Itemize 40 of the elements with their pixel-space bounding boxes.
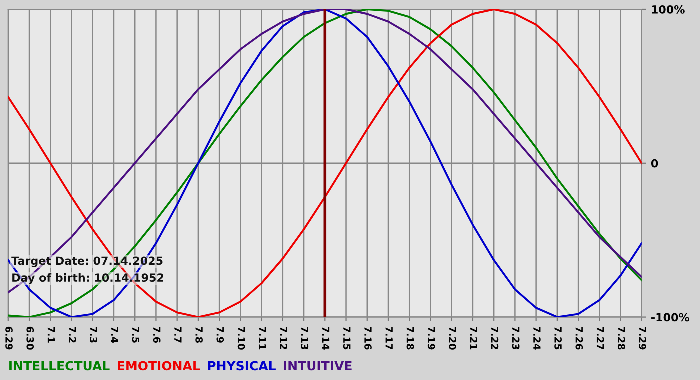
x-tick-label: 7.24	[534, 326, 541, 350]
x-tick-label: 7.28	[618, 326, 626, 350]
x-tick-label: 7.7	[174, 326, 182, 343]
x-tick-label: 7.20	[449, 326, 456, 350]
x-tick-label: 7.19	[428, 326, 436, 350]
x-tick-label: 7.15	[343, 326, 351, 350]
x-tick-label: 7.27	[596, 326, 604, 350]
x-tick-label: 7.3	[90, 326, 98, 343]
x-tick-label: 7.11	[259, 326, 266, 350]
x-tick-label: 7.26	[576, 326, 584, 350]
x-tick-label: 7.4	[111, 326, 118, 344]
x-tick-label: 7.5	[132, 326, 140, 343]
x-tick-label: 7.12	[280, 326, 288, 350]
x-tick-label: 7.18	[406, 326, 414, 350]
x-tick-label: 7.14	[322, 326, 330, 350]
x-tick-label: 7.13	[301, 326, 309, 350]
x-tick-label: 7.29	[639, 326, 646, 350]
y-tick-label: 100%	[652, 5, 685, 14]
text: PHYSICAL	[208, 361, 276, 371]
x-tick-label: 7.21	[470, 326, 478, 350]
x-tick-label: 7.6	[153, 326, 161, 344]
x-tick-label: 7.8	[196, 326, 203, 343]
text: INTUITIVE	[284, 361, 352, 371]
annotation: Target Date: 07.14.2025	[12, 256, 163, 268]
text: EMOTIONAL	[118, 361, 200, 371]
x-tick-label: 7.9	[216, 326, 224, 343]
x-tick-label: 6.30	[26, 326, 34, 350]
text: INTELLECTUAL	[10, 361, 110, 371]
y-tick-label: -100%	[652, 313, 690, 322]
x-tick-label: 7.1	[48, 326, 56, 343]
x-tick-label: 7.10	[238, 326, 246, 350]
x-tick-label: 7.16	[364, 326, 372, 350]
annotation: Day of birth: 10.14.1952	[12, 273, 164, 284]
x-tick-label: 7.22	[491, 326, 499, 350]
x-tick-label: 7.25	[554, 326, 562, 350]
x-tick-label: 7.17	[386, 326, 393, 350]
y-tick-label: 0	[651, 159, 658, 168]
x-tick-label: 7.2	[69, 326, 76, 343]
x-tick-label: 7.23	[512, 326, 520, 350]
x-tick-label: 6.29	[6, 326, 13, 350]
